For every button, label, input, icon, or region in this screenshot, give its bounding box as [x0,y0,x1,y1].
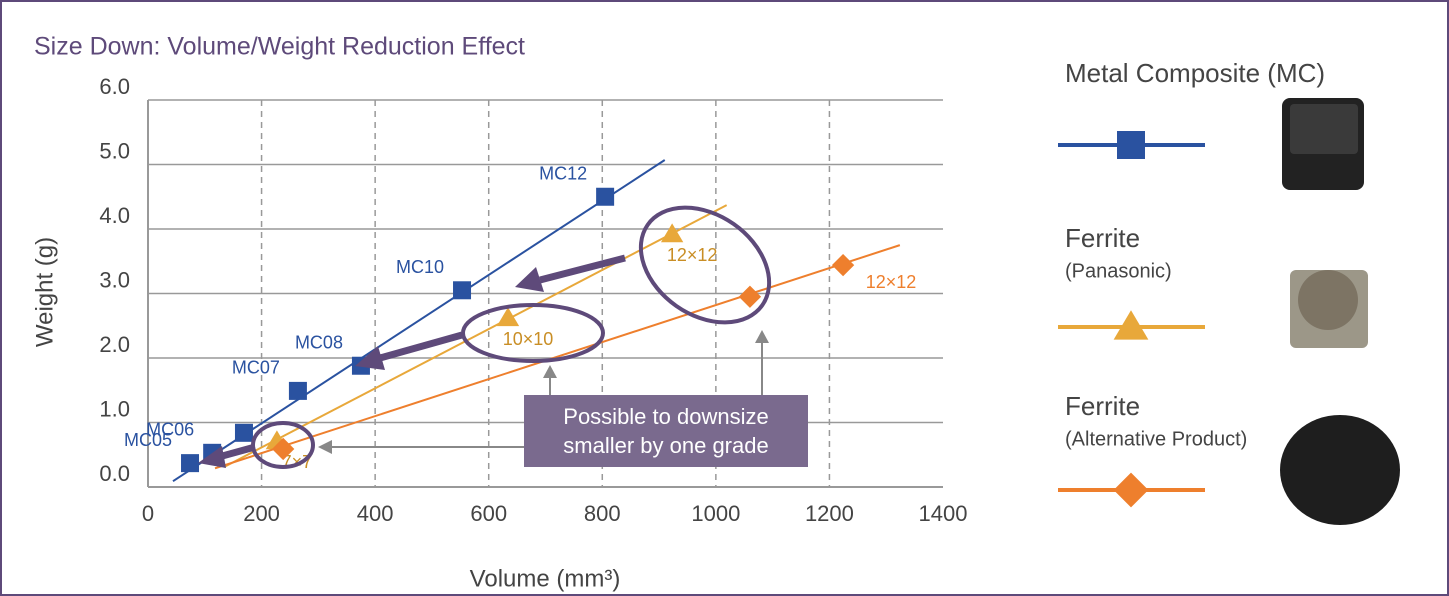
x-tick-label: 1400 [919,501,968,526]
plot-area: 0.0 1.0 2.0 3.0 4.0 5.0 6.0 0 200 400 600 800 1000 12… [99,74,967,526]
arrow-head [198,446,226,468]
y-tick-label: 2.0 [99,332,130,357]
pointer-head [543,365,557,378]
point-label: 10×10 [503,329,554,349]
legend: Metal Composite (MC) Ferrite (Panasonic) Fe… [1058,58,1325,508]
arrow-head [515,267,544,292]
arrows [198,254,626,468]
x-tick-label: 600 [470,501,507,526]
annotation-box [524,395,808,467]
marker [831,253,855,277]
legend-label: Metal Composite (MC) [1065,58,1325,88]
arrow-head [355,346,385,370]
x-tick-label: 1000 [691,501,740,526]
point-label: MC10 [396,257,444,277]
marker [1113,472,1149,508]
arrow [539,254,626,284]
x-tick-label: 0 [142,501,154,526]
chart-title: Size Down: Volume/Weight Reduction Effec… [34,33,525,61]
x-tick-label: 400 [357,501,394,526]
highlight-ellipse [461,303,605,363]
x-tick-label: 800 [584,501,621,526]
marker [288,381,307,400]
annotation-text: Possible to downsize [563,404,768,429]
photo-ferrite-core [1298,270,1358,330]
marker [1117,131,1145,159]
point-label: MC08 [295,332,343,352]
x-axis-label: Volume (mm³) [470,565,621,592]
marker [234,423,253,442]
marker [738,285,762,308]
marker [453,281,472,300]
y-tick-label: 5.0 [99,138,130,163]
marker [496,307,520,327]
trendline [223,204,728,468]
point-label: MC05 [124,430,172,450]
marker [1113,310,1149,340]
pointer-head [318,440,332,454]
marker [271,437,295,461]
pointers [318,330,769,454]
photo-mc-top [1290,104,1358,154]
marker [660,223,684,243]
point-label: 12×12 [667,245,718,265]
highlight-ellipse [638,205,772,325]
annotation-text: smaller by one grade [563,433,768,458]
y-tick-label: 3.0 [99,267,130,292]
legend-label: Ferrite [1065,223,1140,253]
point-label: MC12 [539,164,587,184]
marker [181,454,200,473]
point-label: MC07 [232,358,280,378]
photo-alt [1280,415,1400,525]
trendline [172,159,666,483]
x-tick-label: 200 [243,501,280,526]
arrow [379,331,463,362]
point-label: 12×12 [866,272,917,292]
y-axis-label: Weight (g) [31,237,58,347]
pointer-head [755,330,769,343]
marker [596,187,615,206]
trendline [214,244,901,470]
y-tick-label: 0.0 [99,461,130,486]
point-label: MC06 [146,420,194,440]
legend-sublabel: (Alternative Product) [1065,428,1247,450]
y-tick-label: 1.0 [99,396,130,421]
y-tick-label: 4.0 [99,203,130,228]
x-tick-label: 1200 [805,501,854,526]
legend-label: Ferrite [1065,391,1140,421]
y-tick-label: 6.0 [99,74,130,99]
product-photos [1280,98,1400,525]
legend-sublabel: (Panasonic) [1065,260,1172,282]
